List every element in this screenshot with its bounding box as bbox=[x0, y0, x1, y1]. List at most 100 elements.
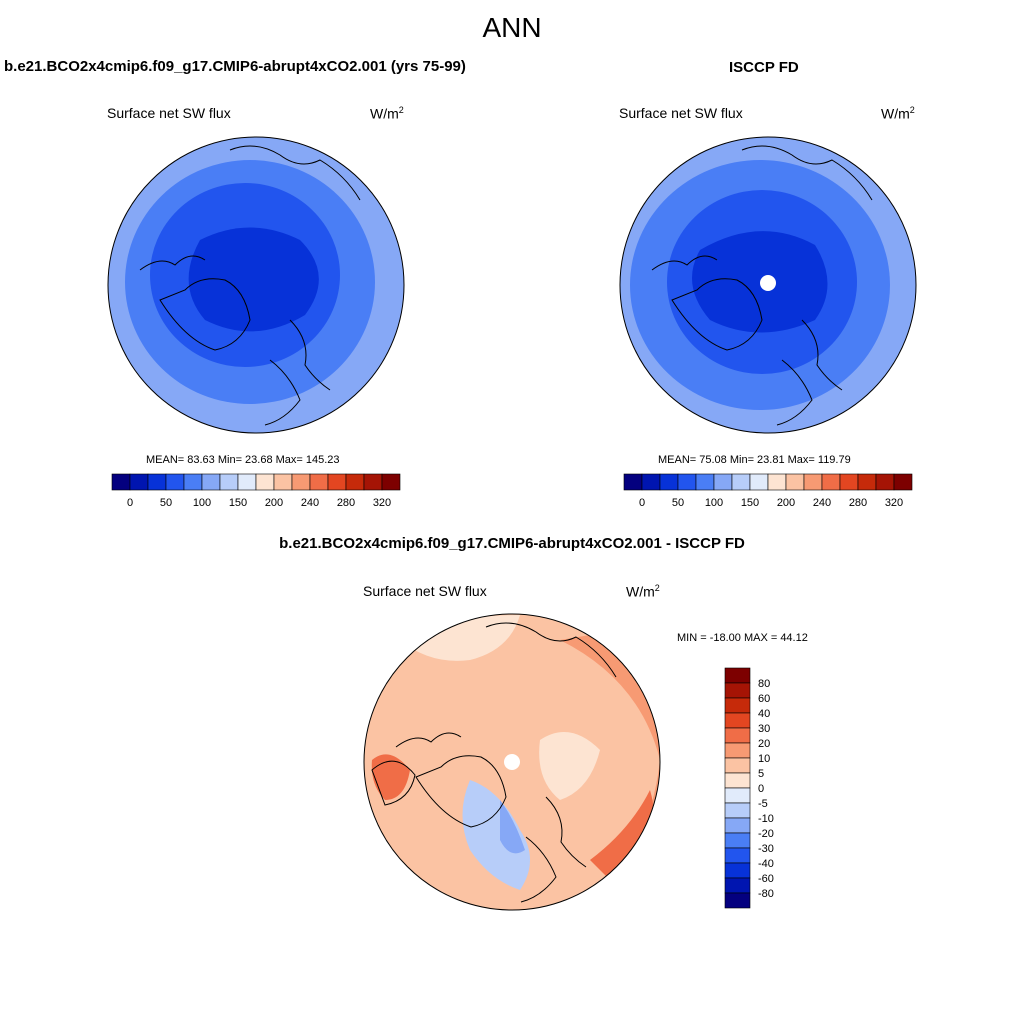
left-colorbar-swatch bbox=[381, 473, 401, 491]
right-colorbar-swatch bbox=[767, 473, 787, 491]
diff-panel-case-title: b.e21.BCO2x4cmip6.f09_g17.CMIP6-abrupt4x… bbox=[279, 535, 745, 552]
diff-colorbar-tick-label: 10 bbox=[758, 753, 770, 765]
left-map-field-core bbox=[188, 227, 319, 332]
diff-colorbar-tick-label: -30 bbox=[758, 843, 774, 855]
diff-colorbar-tick-label: 5 bbox=[758, 768, 764, 780]
left-colorbar-tick-label: 150 bbox=[229, 497, 247, 509]
right-variable-label: Surface net SW flux bbox=[619, 105, 743, 121]
left-panel-case-title: b.e21.BCO2x4cmip6.f09_g17.CMIP6-abrupt4x… bbox=[4, 58, 466, 75]
left-colorbar-swatch bbox=[327, 473, 347, 491]
right-colorbar-tick-label: 50 bbox=[672, 497, 684, 509]
left-colorbar-swatch bbox=[129, 473, 149, 491]
diff-colorbar-tick-label: -20 bbox=[758, 828, 774, 840]
left-colorbar-tick-label: 0 bbox=[127, 497, 133, 509]
left-colorbar-swatch bbox=[201, 473, 221, 491]
diff-colorbar-swatch bbox=[724, 697, 751, 714]
right-colorbar-swatch bbox=[821, 473, 841, 491]
left-colorbar-swatch bbox=[111, 473, 131, 491]
right-colorbar-tick-label: 280 bbox=[849, 497, 867, 509]
left-colorbar-swatch bbox=[255, 473, 275, 491]
left-colorbar-swatch bbox=[363, 473, 383, 491]
diff-colorbar-tick-label: 0 bbox=[758, 783, 764, 795]
right-colorbar-swatch bbox=[875, 473, 895, 491]
right-map-field-core bbox=[692, 231, 828, 333]
right-colorbar-swatch bbox=[713, 473, 733, 491]
right-colorbar: 0 50 100 150 200 240 280 320 bbox=[623, 473, 913, 509]
right-colorbar-tick-label: 0 bbox=[639, 497, 645, 509]
left-colorbar-swatch bbox=[345, 473, 365, 491]
left-map-border bbox=[107, 136, 405, 434]
diff-colorbar-swatch bbox=[724, 817, 751, 834]
left-colorbar-swatch bbox=[183, 473, 203, 491]
diff-colorbar-swatch bbox=[724, 742, 751, 759]
right-polar-map bbox=[619, 136, 917, 434]
left-colorbar-swatch bbox=[309, 473, 329, 491]
diff-units-label: W/m2 bbox=[626, 583, 660, 600]
diff-map-field-pale-north bbox=[400, 615, 520, 661]
diff-stats: MIN = -18.00 MAX = 44.12 bbox=[677, 632, 808, 644]
left-colorbar-swatch bbox=[165, 473, 185, 491]
diff-map-field-hot-west bbox=[371, 754, 410, 800]
diff-colorbar-swatch bbox=[724, 682, 751, 699]
right-colorbar-tick-label: 100 bbox=[705, 497, 723, 509]
left-colorbar-swatch bbox=[273, 473, 293, 491]
right-colorbar-swatch bbox=[731, 473, 751, 491]
diff-variable-label: Surface net SW flux bbox=[363, 583, 487, 599]
right-stats: MEAN= 75.08 Min= 23.81 Max= 119.79 bbox=[658, 454, 851, 466]
diff-colorbar-swatch bbox=[724, 667, 751, 684]
diff-colorbar-tick-label: -10 bbox=[758, 813, 774, 825]
left-colorbar: 0 50 100 150 200 240 280 320 bbox=[111, 473, 401, 509]
left-colorbar-tick-label: 50 bbox=[160, 497, 172, 509]
diff-colorbar-tick-label: -60 bbox=[758, 873, 774, 885]
diff-colorbar-swatch bbox=[724, 727, 751, 744]
right-colorbar-swatch bbox=[893, 473, 913, 491]
diff-colorbar-tick-label: 40 bbox=[758, 708, 770, 720]
right-colorbar-tick-label: 320 bbox=[885, 497, 903, 509]
right-colorbar-swatch bbox=[803, 473, 823, 491]
diff-map-field-cool-south bbox=[462, 780, 530, 890]
left-colorbar-tick-label: 320 bbox=[373, 497, 391, 509]
diff-map-missing-pole bbox=[504, 754, 520, 770]
right-colorbar-tick-label: 200 bbox=[777, 497, 795, 509]
left-variable-label: Surface net SW flux bbox=[107, 105, 231, 121]
left-colorbar-tick-label: 240 bbox=[301, 497, 319, 509]
right-colorbar-swatch bbox=[659, 473, 679, 491]
right-panel-case-title: ISCCP FD bbox=[729, 59, 799, 76]
diff-colorbar-swatch bbox=[724, 832, 751, 849]
right-units-label: W/m2 bbox=[881, 105, 915, 122]
diff-colorbar-tick-label: 30 bbox=[758, 723, 770, 735]
right-colorbar-swatch bbox=[785, 473, 805, 491]
diff-colorbar: 80 60 40 30 20 10 5 0 -5 -10 -20 -30 -40 -60 -80 bbox=[724, 667, 774, 909]
diff-colorbar-tick-label: 60 bbox=[758, 693, 770, 705]
right-colorbar-swatch bbox=[623, 473, 643, 491]
left-colorbar-swatch bbox=[291, 473, 311, 491]
diff-colorbar-swatch bbox=[724, 892, 751, 909]
left-colorbar-swatch bbox=[237, 473, 257, 491]
diff-colorbar-tick-label: -80 bbox=[758, 888, 774, 900]
right-colorbar-swatch bbox=[677, 473, 697, 491]
left-colorbar-swatch bbox=[147, 473, 167, 491]
diff-colorbar-swatch bbox=[724, 802, 751, 819]
right-colorbar-swatch bbox=[695, 473, 715, 491]
diff-map-field-cold-patch bbox=[500, 800, 525, 854]
diff-map-border bbox=[363, 613, 661, 911]
left-colorbar-tick-label: 280 bbox=[337, 497, 355, 509]
left-colorbar-tick-label: 200 bbox=[265, 497, 283, 509]
left-stats: MEAN= 83.63 Min= 23.68 Max= 145.23 bbox=[146, 454, 340, 466]
diff-colorbar-swatch bbox=[724, 847, 751, 864]
diff-colorbar-swatch bbox=[724, 757, 751, 774]
right-colorbar-swatch bbox=[749, 473, 769, 491]
diff-colorbar-tick-label: -5 bbox=[758, 798, 768, 810]
diff-colorbar-swatch bbox=[724, 862, 751, 879]
right-map-border bbox=[619, 136, 917, 434]
diff-colorbar-tick-label: 80 bbox=[758, 678, 770, 690]
left-polar-map bbox=[107, 136, 405, 434]
diff-colorbar-swatch bbox=[724, 772, 751, 789]
right-colorbar-tick-label: 150 bbox=[741, 497, 759, 509]
diff-polar-map bbox=[363, 613, 661, 911]
right-colorbar-swatch bbox=[857, 473, 877, 491]
diff-colorbar-swatch bbox=[724, 712, 751, 729]
right-coastlines bbox=[651, 145, 873, 426]
left-coastlines bbox=[139, 145, 361, 426]
